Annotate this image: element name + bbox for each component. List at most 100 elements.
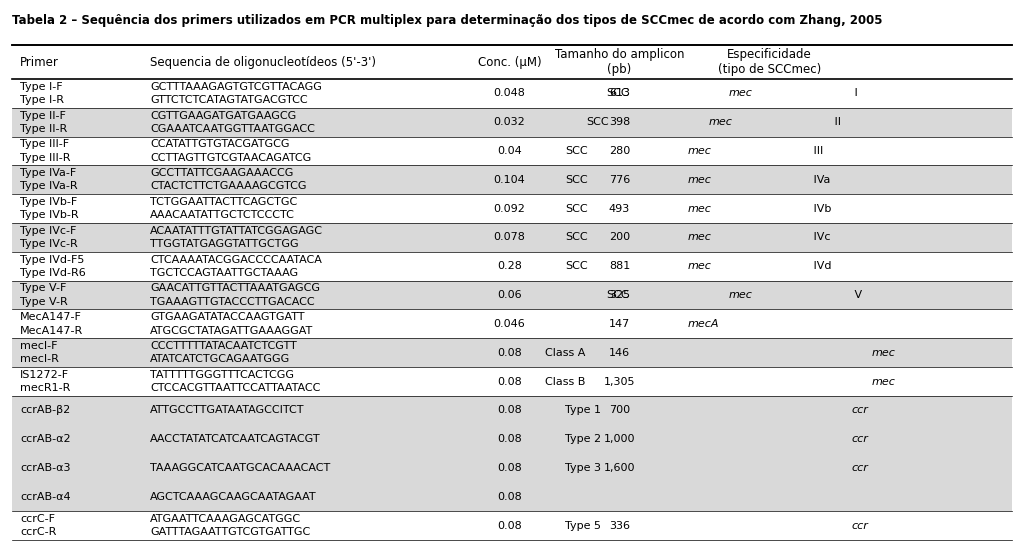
Text: SCC: SCC: [565, 204, 588, 214]
Text: ATATCATCTGCAGAATGGG: ATATCATCTGCAGAATGGG: [150, 354, 290, 364]
Text: Type 2: Type 2: [565, 434, 604, 444]
Text: Type IVb-R: Type IVb-R: [20, 210, 78, 220]
Text: V: V: [850, 290, 861, 300]
Text: 146: 146: [608, 348, 630, 358]
Text: ATGCGCTATAGATTGAAAGGAT: ATGCGCTATAGATTGAAAGGAT: [150, 326, 313, 336]
Text: mecI-R: mecI-R: [20, 354, 59, 364]
Text: ccrC-R: ccrC-R: [20, 527, 57, 537]
Text: mec: mec: [687, 146, 711, 156]
Text: 1,000: 1,000: [603, 434, 635, 444]
Bar: [12, 45, 1011, 79]
Text: mec: mec: [728, 88, 752, 99]
Text: TATTTTTGGGTTTCACTCGG: TATTTTTGGGTTTCACTCGG: [150, 370, 293, 380]
Text: 493: 493: [608, 204, 630, 214]
Text: TCTGGAATTACTTCAGCTGC: TCTGGAATTACTTCAGCTGC: [150, 197, 298, 207]
Text: CTCCACGTTAATTCCATTAATACC: CTCCACGTTAATTCCATTAATACC: [150, 383, 320, 393]
Text: Type 5: Type 5: [565, 521, 604, 531]
Text: 776: 776: [608, 175, 630, 185]
Text: ccrAB-α2: ccrAB-α2: [20, 434, 70, 444]
Text: SCC: SCC: [585, 117, 608, 127]
Text: TGAAAGTTGTACCCTTGACACC: TGAAAGTTGTACCCTTGACACC: [150, 296, 315, 307]
Text: AGCTCAAAGCAAGCAATAGAAT: AGCTCAAAGCAAGCAATAGAAT: [150, 491, 317, 502]
Text: Type IVc-F: Type IVc-F: [20, 226, 76, 236]
Bar: [12, 137, 1011, 165]
Text: MecA147-R: MecA147-R: [20, 326, 84, 336]
Text: MecA147-F: MecA147-F: [20, 312, 83, 322]
Bar: [12, 223, 1011, 252]
Text: SCC: SCC: [565, 175, 588, 185]
Text: III: III: [809, 146, 822, 156]
Text: ACAATATTTGTATTATCGGAGAGC: ACAATATTTGTATTATCGGAGAGC: [150, 226, 323, 236]
Text: GCCTTATTCGAAGAAACCG: GCCTTATTCGAAGAAACCG: [150, 168, 293, 178]
Text: 0.092: 0.092: [493, 204, 525, 214]
Text: ATTGCCTTGATAATAGCCITCT: ATTGCCTTGATAATAGCCITCT: [150, 406, 305, 415]
Text: mec: mec: [687, 204, 711, 214]
Text: CGTTGAAGATGATGAAGCG: CGTTGAAGATGATGAAGCG: [150, 111, 297, 121]
Text: 613: 613: [608, 88, 630, 99]
Text: mec: mec: [687, 175, 711, 185]
Text: Type 1: Type 1: [565, 406, 604, 415]
Text: 325: 325: [608, 290, 630, 300]
Text: 0.06: 0.06: [496, 290, 522, 300]
Text: mec: mec: [870, 348, 895, 358]
Text: 0.08: 0.08: [496, 406, 522, 415]
Text: mec: mec: [707, 117, 732, 127]
Text: CGAAATCAATGGTTAATGGACC: CGAAATCAATGGTTAATGGACC: [150, 124, 315, 134]
Text: GTTCTCTCATAGTATGACGTCC: GTTCTCTCATAGTATGACGTCC: [150, 95, 308, 105]
Text: 336: 336: [608, 521, 630, 531]
Text: ccr: ccr: [850, 521, 867, 531]
Text: 0.08: 0.08: [496, 521, 522, 531]
Text: 881: 881: [608, 261, 630, 271]
Text: IS1272-F: IS1272-F: [20, 370, 69, 380]
Text: ccrAB-β2: ccrAB-β2: [20, 406, 70, 415]
Text: 0.04: 0.04: [496, 146, 522, 156]
Text: CCATATTGTGTACGATGCG: CCATATTGTGTACGATGCG: [150, 139, 289, 149]
Text: ccr: ccr: [850, 434, 867, 444]
Text: Conc. (µM): Conc. (µM): [477, 56, 541, 68]
Text: IVa: IVa: [809, 175, 829, 185]
Text: Type V-F: Type V-F: [20, 283, 66, 294]
Text: ccr: ccr: [850, 463, 867, 473]
Bar: [12, 252, 1011, 280]
Text: 280: 280: [608, 146, 630, 156]
Text: SCC: SCC: [605, 290, 629, 300]
Text: Type I-F: Type I-F: [20, 82, 63, 92]
Text: GCTTTAAAGAGTGTCGTTACAGG: GCTTTAAAGAGTGTCGTTACAGG: [150, 82, 322, 92]
Text: Type I-R: Type I-R: [20, 95, 64, 105]
Text: GATTTAGAATTGTCGTGATTGC: GATTTAGAATTGTCGTGATTGC: [150, 527, 310, 537]
Bar: [12, 165, 1011, 194]
Text: 1,600: 1,600: [603, 463, 635, 473]
Text: mecA: mecA: [687, 319, 718, 329]
Text: 0.08: 0.08: [496, 434, 522, 444]
Text: Primer: Primer: [20, 56, 59, 68]
Text: AACCTATATCATCAATCAGTACGT: AACCTATATCATCAATCAGTACGT: [150, 434, 321, 444]
Text: Type IVd-R6: Type IVd-R6: [20, 268, 86, 278]
Bar: [12, 108, 1011, 137]
Text: 200: 200: [608, 233, 630, 242]
Text: Type IVc-R: Type IVc-R: [20, 239, 77, 249]
Text: IVb: IVb: [809, 204, 830, 214]
Bar: [12, 194, 1011, 223]
Text: 0.032: 0.032: [493, 117, 525, 127]
Text: Type IVa-R: Type IVa-R: [20, 181, 77, 191]
Text: II: II: [829, 117, 840, 127]
Text: IVd: IVd: [809, 261, 830, 271]
Text: ccr: ccr: [850, 406, 867, 415]
Text: mec: mec: [870, 376, 895, 386]
Text: Class B: Class B: [544, 376, 588, 386]
Text: Type 3: Type 3: [565, 463, 604, 473]
Text: CCCTTTTTATACAATCTCGTT: CCCTTTTTATACAATCTCGTT: [150, 341, 297, 351]
Bar: [12, 79, 1011, 108]
Text: 398: 398: [608, 117, 630, 127]
Text: AAACAATATTGCTCTCCCTC: AAACAATATTGCTCTCCCTC: [150, 210, 294, 220]
Text: 1,305: 1,305: [603, 376, 635, 386]
Text: ccrC-F: ccrC-F: [20, 514, 55, 524]
Text: 0.28: 0.28: [496, 261, 522, 271]
Text: TAAAGGCATCAATGCACAAACACT: TAAAGGCATCAATGCACAAACACT: [150, 463, 330, 473]
Bar: [12, 396, 1011, 511]
Bar: [12, 280, 1011, 310]
Text: Type II-R: Type II-R: [20, 124, 67, 134]
Text: Tabela 2 – Sequência dos primers utilizados em PCR multiplex para determinação d: Tabela 2 – Sequência dos primers utiliza…: [12, 14, 881, 27]
Text: 0.08: 0.08: [496, 463, 522, 473]
Text: 0.08: 0.08: [496, 491, 522, 502]
